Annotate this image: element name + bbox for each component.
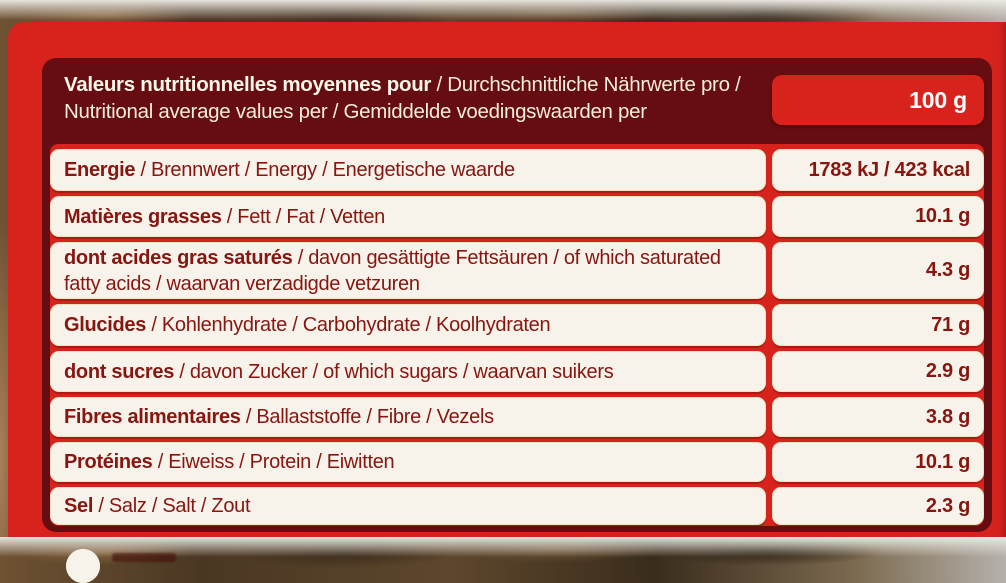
nutrient-label: Fibres alimentaires / Ballaststoffe / Fi… xyxy=(50,397,766,437)
nutrient-amount: 10.1 g xyxy=(915,205,970,227)
nutrient-name-translations: / Brennwert / Energy / Energetische waar… xyxy=(135,159,516,181)
nutrient-value: 3.8 g xyxy=(772,397,984,437)
nutrient-name-primary: Fibres alimentaires xyxy=(64,406,241,428)
nutrient-label: Matières grasses / Fett / Fat / Vetten xyxy=(50,196,766,237)
header-title-bold: Valeurs nutritionnelles moyennes pour xyxy=(64,73,432,96)
nutrient-amount: 3.8 g xyxy=(925,405,970,428)
nutrient-amount: 10.1 g xyxy=(915,450,970,473)
nutrient-name-translations: / Ballaststoffe / Fibre / Vezels xyxy=(240,406,494,428)
nutrient-name-translations: / davon Zucker / of which sugars / waarv… xyxy=(174,360,614,383)
nutrient-name-primary: Matières grasses xyxy=(64,205,222,228)
nutrient-amount: 2.3 g xyxy=(925,494,970,517)
cut-off-bullet-icon xyxy=(66,549,100,583)
nutrient-name-translations: / Eiweiss / Protein / Eiwitten xyxy=(152,451,395,473)
nutrient-name-primary: dont acides gras saturés xyxy=(64,246,293,269)
nutrient-value: 4.3 g xyxy=(772,242,984,299)
nutrient-name-translations: / Fett / Fat / Vetten xyxy=(221,205,386,228)
table-header-title: Valeurs nutritionnelles moyennes pour / … xyxy=(64,71,776,125)
header-title-rest: / Durchschnittliche Nährwerte pro / Nutr… xyxy=(64,73,741,123)
nutrient-value: 2.9 g xyxy=(772,351,984,392)
nutrient-name-primary: Energie xyxy=(64,159,136,181)
nutrient-amount: 4.3 g xyxy=(925,259,970,281)
nutrition-label: Valeurs nutritionnelles moyennes pour / … xyxy=(8,22,1006,583)
nutrient-name-primary: Protéines xyxy=(64,451,153,473)
nutrient-value: 2.3 g xyxy=(772,487,984,525)
nutrient-name-primary: dont sucres xyxy=(64,360,175,383)
nutrient-value: 10.1 g xyxy=(772,442,984,482)
nutrient-label: Energie / Brennwert / Energy / Energetis… xyxy=(50,149,766,191)
nutrient-label: Sel / Salz / Salt / Zout xyxy=(50,487,766,525)
nutrient-rows: Energie / Brennwert / Energy / Energetis… xyxy=(50,149,984,525)
cut-off-text-fragment xyxy=(112,553,176,562)
nutrient-name-primary: Glucides xyxy=(64,314,147,336)
serving-size-value: 100 g xyxy=(909,86,967,113)
nutrient-amount: 1783 kJ / 423 kcal xyxy=(808,158,971,181)
nutrient-value: 71 g xyxy=(772,304,984,346)
serving-size-badge: 100 g xyxy=(772,75,984,125)
nutrient-amount: 71 g xyxy=(931,313,970,336)
nutrient-label: Glucides / Kohlenhydrate / Carbohydrate … xyxy=(50,304,766,346)
nutrient-name-translations: / davon gesättigte Fettsäuren / of which… xyxy=(64,246,727,295)
nutrient-value: 1783 kJ / 423 kcal xyxy=(772,149,984,191)
nutrient-label: dont acides gras saturés / davon gesätti… xyxy=(50,242,766,299)
nutrient-name-translations: / Salz / Salt / Zout xyxy=(93,495,251,517)
nutrient-label: Protéines / Eiweiss / Protein / Eiwitten xyxy=(50,442,766,482)
nutrient-value: 10.1 g xyxy=(772,196,984,237)
table-body: Energie / Brennwert / Energy / Energetis… xyxy=(50,144,984,526)
nutrient-amount: 2.9 g xyxy=(925,360,970,382)
nutrient-label: dont sucres / davon Zucker / of which su… xyxy=(50,351,766,392)
nutrient-name-primary: Sel xyxy=(64,495,94,517)
nutrition-table-frame: Valeurs nutritionnelles moyennes pour / … xyxy=(42,58,992,532)
nutrient-name-translations: / Kohlenhydrate / Carbohydrate / Koolhyd… xyxy=(146,314,551,336)
